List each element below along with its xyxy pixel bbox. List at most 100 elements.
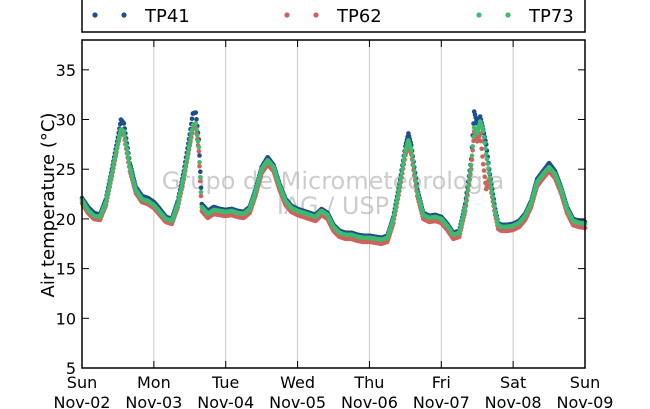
gridlines	[153, 40, 514, 368]
data-point	[187, 141, 193, 146]
legend-marker	[121, 12, 127, 18]
data-point	[481, 168, 487, 173]
data-point	[395, 192, 401, 198]
data-point	[108, 174, 114, 180]
data-point	[465, 183, 471, 189]
data-point	[470, 148, 476, 153]
data-point	[178, 187, 184, 193]
data-point	[175, 201, 181, 207]
data-point	[411, 163, 416, 169]
data-point	[180, 180, 185, 186]
y-tick-label: 10	[56, 309, 76, 328]
x-tick-label-day: Fri	[432, 373, 451, 392]
data-point	[109, 170, 115, 176]
y-tick-label: 15	[56, 260, 76, 279]
data-point	[188, 136, 193, 142]
legend: TP41 TP62 TP73	[81, 0, 586, 33]
data-point	[198, 178, 203, 184]
legend-box	[81, 0, 586, 33]
data-point	[121, 129, 127, 134]
x-tick-label-day: Mon	[137, 373, 171, 392]
data-point	[104, 196, 109, 201]
data-point	[494, 215, 500, 221]
data-point	[463, 199, 469, 205]
data-point	[125, 151, 130, 157]
data-point	[117, 134, 122, 139]
data-point	[400, 166, 405, 172]
data-point	[195, 133, 200, 138]
x-axis: SunNov-02MonNov-03TueNov-04WedNov-05ThuN…	[54, 40, 614, 409]
data-point	[177, 191, 183, 196]
data-point	[189, 127, 195, 133]
data-point	[181, 173, 187, 179]
x-tick-label-date: Nov-03	[125, 393, 182, 409]
data-point	[196, 145, 202, 150]
legend-marker	[284, 12, 290, 18]
data-point	[197, 163, 202, 169]
x-tick-label-date: Nov-09	[557, 393, 614, 409]
x-tick-label-date: Nov-02	[54, 393, 111, 409]
data-point	[480, 161, 486, 167]
data-point	[189, 116, 195, 122]
data-point	[469, 157, 475, 163]
data-point	[409, 148, 414, 153]
data-point	[399, 171, 404, 176]
data-point	[126, 156, 131, 161]
data-point	[471, 121, 476, 126]
data-point	[391, 212, 397, 218]
data-point	[116, 137, 121, 143]
data-point	[486, 170, 492, 176]
data-point	[123, 138, 128, 143]
data-point	[491, 199, 497, 204]
data-point	[193, 110, 199, 115]
data-point	[198, 189, 204, 195]
data-point	[397, 184, 402, 190]
data-point	[114, 144, 120, 150]
data-point	[401, 158, 407, 163]
data-point	[409, 153, 415, 158]
data-point	[495, 219, 500, 224]
data-point	[195, 139, 201, 144]
x-tick-label-day: Wed	[280, 373, 315, 392]
y-tick-label: 30	[56, 111, 76, 130]
data-point	[485, 161, 491, 166]
data-point	[111, 163, 116, 168]
data-point	[479, 146, 485, 152]
data-point	[487, 175, 493, 181]
legend-item-TP73: TP73	[476, 6, 574, 27]
data-point	[466, 178, 472, 184]
x-tick-label-date: Nov-05	[269, 393, 326, 409]
data-point	[123, 142, 129, 148]
data-point	[193, 121, 199, 126]
data-point	[105, 192, 110, 198]
y-tick-label: 20	[56, 210, 76, 229]
y-tick-label: 5	[66, 359, 76, 378]
data-point	[196, 149, 202, 154]
legend-marker	[505, 12, 511, 18]
data-point	[394, 200, 399, 206]
data-point	[413, 179, 419, 184]
series-TP73	[79, 119, 588, 243]
data-point	[393, 204, 398, 210]
data-point	[412, 168, 417, 174]
legend-item-TP41: TP41	[92, 6, 190, 27]
data-point	[483, 146, 488, 151]
data-point	[414, 184, 419, 190]
data-point	[108, 178, 113, 183]
legend-marker	[92, 12, 98, 18]
data-point	[186, 145, 192, 150]
data-point	[478, 138, 484, 144]
x-tick-label-day: Thu	[353, 373, 384, 392]
data-point	[483, 152, 489, 157]
watermark-line-1: Grupo de Micrometeorologia	[162, 167, 504, 195]
data-point	[115, 141, 121, 146]
data-point	[469, 153, 475, 159]
x-tick-label-day: Sun	[570, 373, 600, 392]
x-tick-label-day: Tue	[211, 373, 239, 392]
x-tick-label-date: Nov-08	[485, 393, 542, 409]
data-point	[412, 174, 418, 179]
data-point	[194, 117, 199, 122]
data-point	[402, 153, 407, 159]
x-tick-label-day: Sat	[500, 373, 526, 392]
